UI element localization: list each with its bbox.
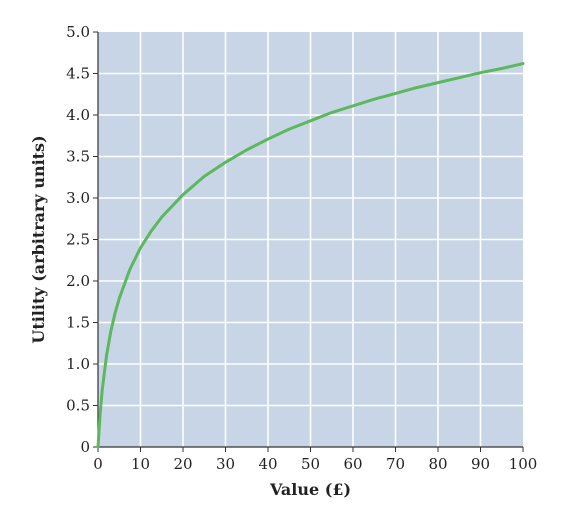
y-tick-label: 0 (80, 438, 90, 456)
x-axis-title: Value (£) (269, 480, 351, 499)
gridlines (98, 32, 523, 447)
x-tick-label: 20 (173, 455, 192, 473)
y-tick-label: 0.5 (66, 397, 90, 415)
y-tick-label: 5.0 (66, 23, 90, 41)
x-tick-label: 30 (216, 455, 235, 473)
x-tick-label: 70 (386, 455, 405, 473)
y-tick-label: 1.0 (66, 355, 90, 373)
x-tick-label: 50 (301, 455, 320, 473)
x-tick-label: 100 (509, 455, 538, 473)
y-axis-title: Utility (arbitrary units) (29, 135, 48, 343)
y-axis-ticks: 0 0.5 1.0 1.5 2.0 2.5 3.0 3.5 4.0 4.5 5.0 (66, 23, 98, 456)
x-axis-ticks: 0 10 20 30 40 50 60 70 80 90 100 (93, 447, 537, 473)
x-tick-label: 90 (471, 455, 490, 473)
x-tick-label: 40 (258, 455, 277, 473)
y-tick-label: 2.5 (66, 231, 90, 249)
utility-curve-line (96, 62, 525, 449)
y-tick-label: 2.0 (66, 272, 90, 290)
x-tick-label: 10 (131, 455, 150, 473)
y-tick-label: 1.5 (66, 314, 90, 332)
x-tick-label: 0 (93, 455, 103, 473)
x-tick-label: 60 (343, 455, 362, 473)
y-tick-label: 4.5 (66, 65, 90, 83)
y-tick-label: 4.0 (66, 106, 90, 124)
y-tick-label: 3.5 (66, 148, 90, 166)
y-tick-label: 3.0 (66, 189, 90, 207)
x-tick-label: 80 (428, 455, 447, 473)
